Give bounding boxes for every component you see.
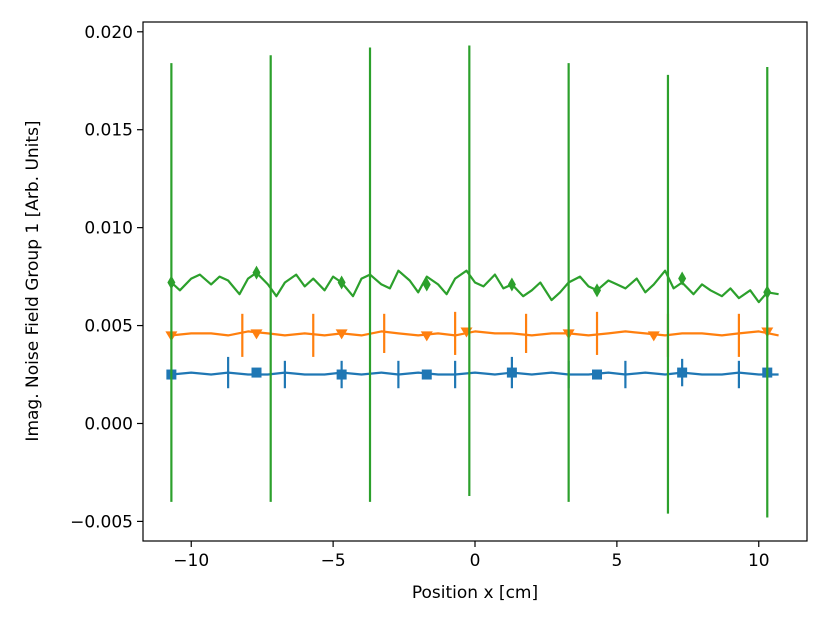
y-tick-label: 0.010: [84, 219, 133, 239]
data-point-marker: [336, 369, 347, 380]
y-tick-label: 0.015: [84, 121, 133, 141]
y-axis: −0.005 0.000 0.005 0.010 0.015 0.020: [70, 23, 143, 532]
x-tick-label: 5: [611, 551, 622, 571]
data-point-marker: [506, 367, 517, 378]
y-axis-label: Imag. Noise Field Group 1 [Arb. Units]: [23, 120, 43, 441]
data-point-marker: [647, 331, 660, 342]
data-point-marker: [421, 369, 432, 380]
y-tick-label: 0.005: [84, 317, 133, 337]
data-point-marker: [678, 271, 687, 286]
x-tick-label: −5: [321, 551, 346, 571]
data-point-marker: [763, 285, 772, 300]
data-point-marker: [593, 283, 602, 298]
x-tick-label: −10: [173, 551, 209, 571]
series-line: [171, 330, 779, 337]
x-axis-label: Position x [cm]: [412, 583, 538, 603]
series-line: [170, 269, 779, 304]
data-point-marker: [251, 367, 262, 378]
x-axis: −10 −5 0 5 10: [173, 541, 770, 571]
data-point-marker: [337, 275, 346, 290]
data-point-marker: [422, 277, 431, 292]
data-point-marker: [420, 331, 433, 342]
data-point-marker: [250, 329, 263, 340]
y-tick-label: −0.005: [70, 512, 133, 532]
data-point-marker: [167, 275, 176, 290]
data-point-marker: [252, 265, 261, 280]
x-tick-label: 10: [748, 551, 770, 571]
data-point-marker: [335, 329, 348, 340]
series-line: [171, 371, 779, 376]
y-tick-label: 0.000: [84, 414, 133, 434]
data-point-marker: [507, 277, 516, 292]
data-point-marker: [677, 367, 688, 378]
series-3: [167, 45, 779, 518]
x-tick-label: 0: [470, 551, 481, 571]
data-point-marker: [592, 369, 603, 380]
y-tick-label: 0.020: [84, 23, 133, 43]
plot-data: [165, 45, 779, 518]
